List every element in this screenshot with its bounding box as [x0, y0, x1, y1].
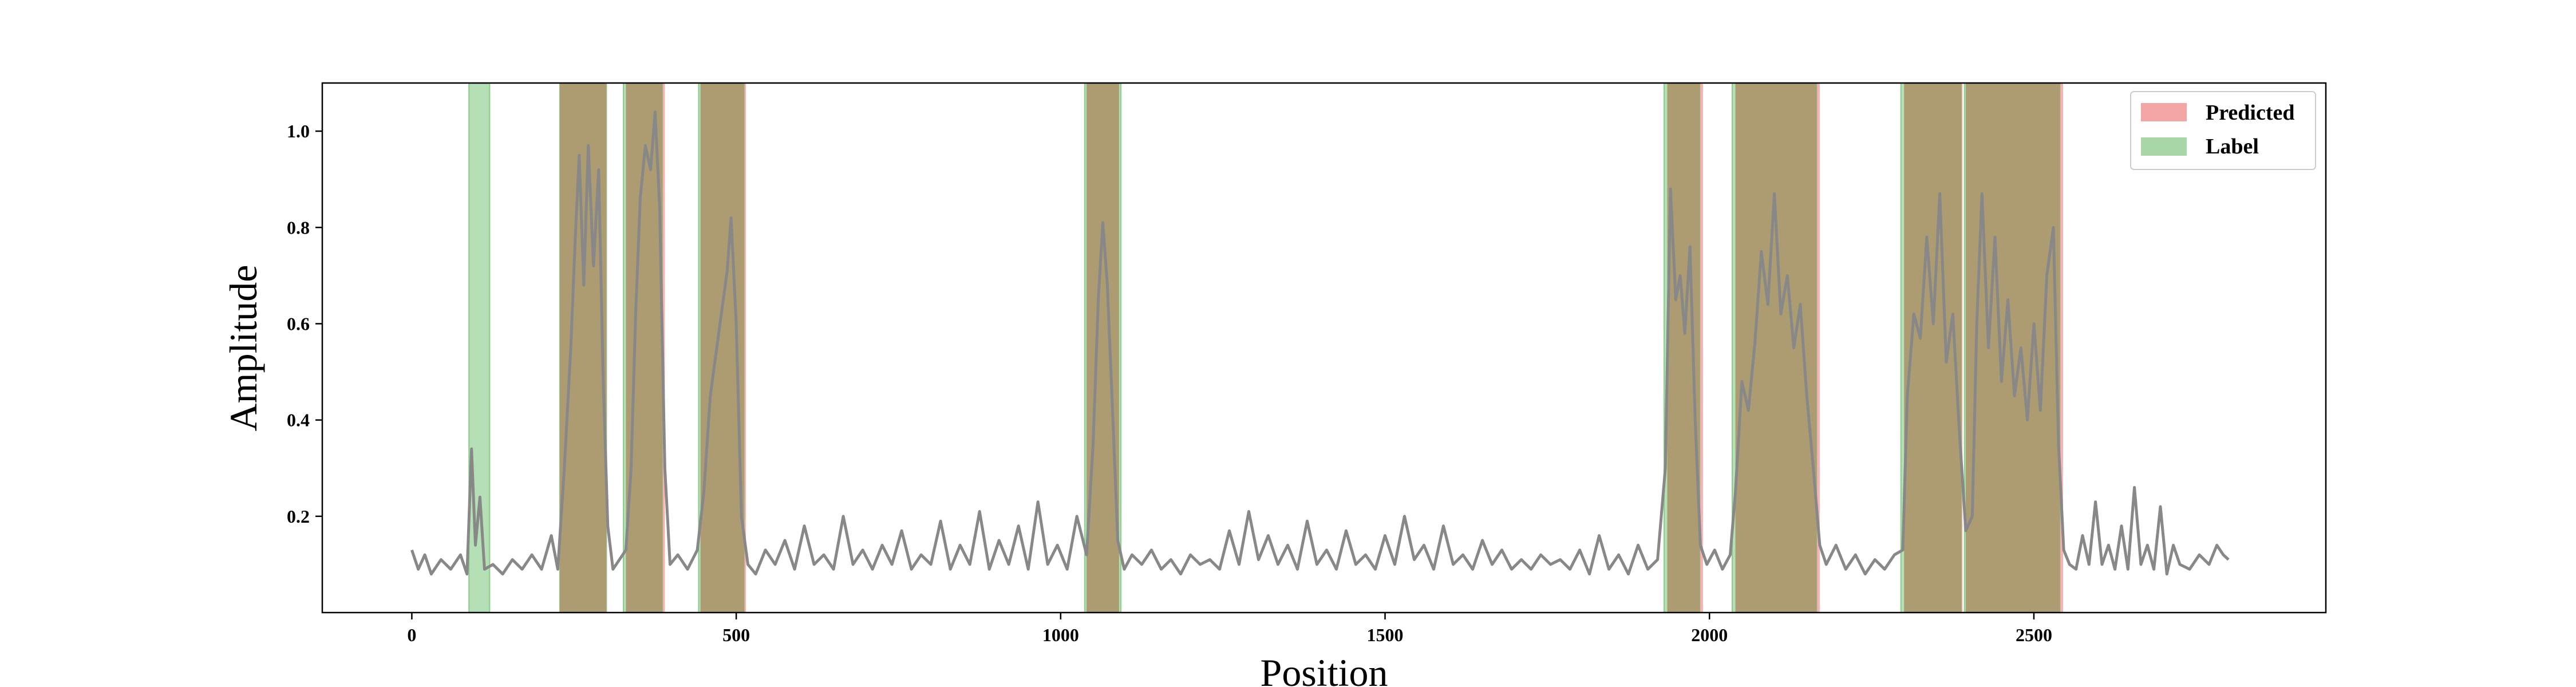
x-tick-label-1000: 1000 — [1042, 625, 1079, 645]
x-axis-ticks: 0 500 1000 1500 2000 2500 — [407, 613, 2052, 645]
x-axis-label: Position — [1261, 651, 1388, 687]
legend-label-label: Label — [2206, 135, 2259, 159]
overlap-region-6-7 — [1904, 83, 1962, 613]
x-tick-label-2500: 2500 — [2016, 625, 2052, 645]
y-tick-label-0.4: 0.4 — [287, 410, 310, 431]
overlap-region-7-8 — [1965, 83, 2060, 613]
legend: Predicted Label — [2130, 91, 2316, 170]
y-axis-ticks: 0.2 0.4 0.6 0.8 1.0 — [287, 121, 322, 527]
y-tick-label-0.2: 0.2 — [287, 506, 310, 527]
highlight-regions — [468, 82, 2063, 613]
overlap-region-3-4 — [1086, 83, 1119, 613]
x-tick-label-500: 500 — [722, 625, 750, 645]
legend-label-predicted: Predicted — [2206, 101, 2294, 125]
y-tick-label-0.8: 0.8 — [287, 217, 310, 238]
y-tick-label-1.0: 1.0 — [287, 121, 310, 141]
overlap-region-4-5 — [1667, 83, 1700, 613]
label-region-0 — [468, 82, 491, 613]
legend-swatch-predicted — [2141, 103, 2187, 121]
y-tick-label-0.6: 0.6 — [287, 313, 310, 334]
amplitude-line — [410, 110, 2230, 576]
x-tick-label-0: 0 — [407, 625, 416, 645]
x-tick-label-1500: 1500 — [1367, 625, 1404, 645]
legend-swatch-label — [2141, 137, 2187, 156]
y-axis-label: Amplitude — [222, 265, 265, 432]
x-tick-label-2000: 2000 — [1691, 625, 1728, 645]
plot-frame — [321, 82, 2327, 614]
overlap-region-0-1 — [559, 83, 607, 613]
